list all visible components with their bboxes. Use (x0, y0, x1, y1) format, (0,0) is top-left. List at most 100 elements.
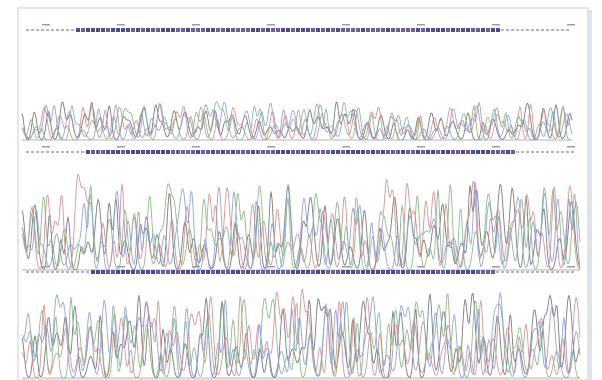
base-call (216, 28, 220, 32)
base-call-faint (551, 271, 554, 273)
base-call (376, 28, 380, 32)
base-call (421, 28, 425, 32)
base-call (96, 28, 100, 32)
base-call (136, 150, 140, 154)
base-call-faint (561, 271, 564, 273)
position-tick (267, 146, 275, 148)
trace (21, 288, 581, 379)
base-call (506, 150, 510, 154)
base-call (461, 28, 465, 32)
base-call-faint (61, 271, 64, 273)
base-call (286, 28, 290, 32)
base-call-faint (31, 151, 34, 153)
base-call-faint (541, 151, 544, 153)
base-call-faint (501, 271, 504, 273)
base-call (486, 150, 490, 154)
base-call (121, 150, 125, 154)
base-call-faint (51, 271, 54, 273)
base-call (146, 150, 150, 154)
base-call (146, 270, 150, 274)
base-call (126, 270, 130, 274)
base-call (301, 28, 305, 32)
trace (21, 103, 573, 141)
base-call (211, 150, 215, 154)
base-call (476, 28, 480, 32)
base-call (296, 270, 300, 274)
base-call (496, 28, 500, 32)
base-call (186, 150, 190, 154)
base-call (236, 28, 240, 32)
base-call (276, 28, 280, 32)
base-call-faint (41, 151, 44, 153)
base-call (251, 270, 255, 274)
base-call-faint (546, 271, 549, 273)
base-call (401, 28, 405, 32)
base-call-faint (531, 271, 534, 273)
panel (21, 266, 581, 379)
position-tick (267, 24, 275, 26)
base-call (86, 28, 90, 32)
base-call (501, 150, 505, 154)
base-call-faint (541, 271, 544, 273)
base-call (326, 270, 330, 274)
base-call (226, 150, 230, 154)
base-call (91, 270, 95, 274)
base-call (421, 150, 425, 154)
base-call (361, 270, 365, 274)
position-tick (267, 266, 275, 268)
base-call (376, 150, 380, 154)
base-call (286, 150, 290, 154)
base-call-faint (566, 271, 569, 273)
base-call (511, 150, 515, 154)
base-call (266, 270, 270, 274)
base-call (336, 150, 340, 154)
base-call (481, 28, 485, 32)
base-call (291, 150, 295, 154)
base-call (396, 28, 400, 32)
base-call (161, 270, 165, 274)
base-call (416, 270, 420, 274)
document-frame (17, 7, 589, 380)
base-call-faint (521, 271, 524, 273)
base-call (351, 28, 355, 32)
base-call-faint (551, 29, 554, 31)
base-call-faint (566, 29, 569, 31)
base-call-faint (71, 151, 74, 153)
base-call (226, 270, 230, 274)
base-call (281, 150, 285, 154)
base-call (471, 270, 475, 274)
base-call-faint (506, 271, 509, 273)
position-tick (42, 266, 50, 268)
base-call (181, 28, 185, 32)
base-call (96, 270, 100, 274)
position-tick (342, 266, 350, 268)
base-call (346, 150, 350, 154)
base-call (276, 270, 280, 274)
base-call (331, 150, 335, 154)
base-call-faint (561, 151, 564, 153)
base-call (301, 150, 305, 154)
base-call (196, 28, 200, 32)
base-call-faint (531, 151, 534, 153)
base-call-faint (561, 29, 564, 31)
position-tick (567, 24, 575, 26)
base-call-faint (56, 271, 59, 273)
base-call (371, 28, 375, 32)
base-call (116, 28, 120, 32)
base-call (366, 28, 370, 32)
base-call (116, 150, 120, 154)
base-call (341, 150, 345, 154)
base-call (446, 270, 450, 274)
position-tick (567, 266, 575, 268)
base-call (451, 28, 455, 32)
base-call-faint (506, 29, 509, 31)
base-call-faint (546, 29, 549, 31)
base-call (411, 150, 415, 154)
base-call (441, 28, 445, 32)
base-call (246, 150, 250, 154)
base-call (321, 150, 325, 154)
base-call (361, 28, 365, 32)
base-call (391, 150, 395, 154)
base-call-faint (81, 151, 84, 153)
